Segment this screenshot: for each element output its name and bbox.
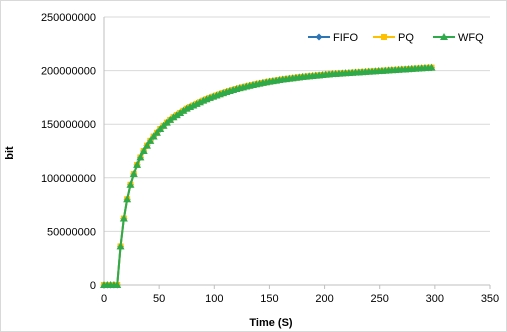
legend: FIFO PQ WFQ (308, 32, 484, 44)
data-point (149, 132, 158, 140)
series-line-wfq (104, 66, 432, 286)
y-axis-label: bit (4, 146, 16, 160)
data-point (119, 214, 128, 222)
data-point (152, 128, 161, 136)
y-axis-ticks: 0 50000000 100000000 150000000 200000000 2500… (41, 12, 96, 292)
legend-marker-icon (440, 33, 448, 40)
y-tick-label: 100000000 (41, 173, 96, 185)
series-line-fifo (104, 66, 432, 286)
legend-label: PQ (398, 32, 414, 44)
data-point (139, 147, 148, 154)
x-axis-ticks: 0 50 100 150 200 250 300 350 (101, 285, 499, 305)
legend-marker-icon (315, 33, 323, 41)
x-tick-label: 300 (426, 293, 444, 305)
legend-marker-icon (381, 34, 387, 40)
x-axis-label: Time (S) (249, 317, 293, 329)
x-tick-label: 150 (260, 293, 278, 305)
data-point (123, 195, 132, 203)
legend-label: FIFO (333, 32, 358, 44)
y-tick-label: 150000000 (41, 119, 96, 131)
legend-item-fifo: FIFO (308, 32, 358, 44)
y-tick-label: 250000000 (41, 12, 96, 24)
data-point (136, 153, 145, 161)
data-point (179, 106, 188, 114)
data-point (113, 281, 122, 288)
series-wfq (100, 63, 436, 288)
data-point (146, 136, 155, 144)
legend-item-pq: PQ (373, 32, 414, 44)
x-tick-label: 200 (315, 293, 333, 305)
axes (103, 17, 490, 286)
series-line-pq (104, 66, 432, 286)
data-point (133, 160, 142, 168)
series-fifo (100, 64, 436, 289)
x-tick-label: 0 (101, 293, 107, 305)
data-point (172, 111, 181, 119)
x-tick-label: 50 (153, 293, 165, 305)
y-tick-label: 0 (90, 280, 96, 292)
data-point (143, 141, 152, 149)
x-tick-label: 100 (205, 293, 223, 305)
y-tick-label: 200000000 (41, 66, 96, 78)
legend-item-wfq: WFQ (433, 32, 484, 44)
data-point (176, 108, 185, 116)
data-point (126, 180, 135, 188)
y-tick-label: 50000000 (47, 226, 96, 238)
data-point (169, 113, 178, 121)
series-group (100, 63, 436, 289)
x-tick-label: 350 (481, 293, 499, 305)
x-tick-label: 250 (371, 293, 389, 305)
series-pq (101, 64, 435, 288)
legend-label: WFQ (458, 32, 484, 44)
data-point (129, 170, 138, 178)
gridlines (104, 16, 490, 286)
data-point (427, 63, 436, 71)
data-point (116, 242, 125, 250)
